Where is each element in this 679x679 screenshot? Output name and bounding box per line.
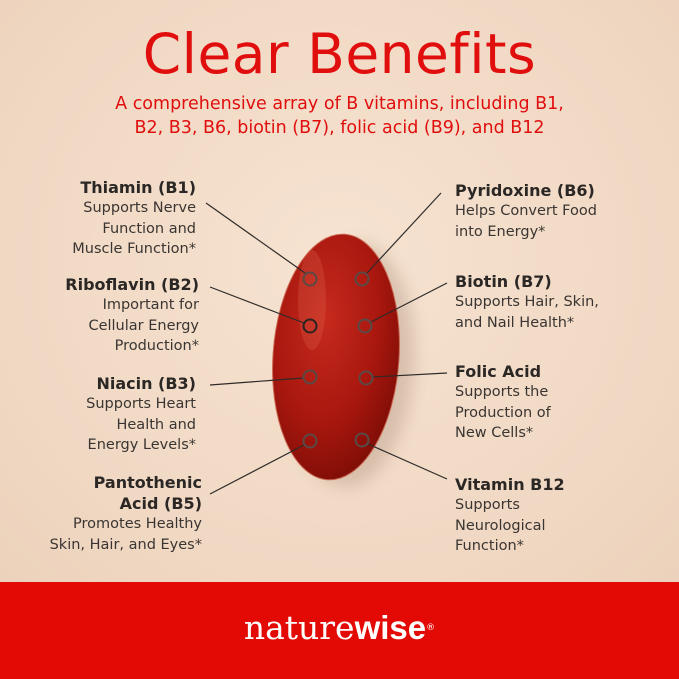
benefit-text: Production* bbox=[114, 338, 199, 354]
benefit-text: Health and bbox=[116, 416, 196, 433]
benefit-niacin: Niacin (B3) Supports Heart Health and En… bbox=[86, 373, 196, 456]
benefit-text: Promotes Healthy bbox=[73, 516, 202, 532]
benefit-text: into Energy* bbox=[455, 223, 546, 240]
page-title: Clear Benefits bbox=[142, 22, 537, 86]
benefit-text: Neurological bbox=[455, 517, 546, 534]
benefit-text: Cellular Energy bbox=[88, 317, 199, 334]
page-subtitle: A comprehensive array of B vitamins, inc… bbox=[0, 92, 679, 140]
benefit-text: Skin, Hair, and Eyes* bbox=[49, 536, 202, 553]
marker-circle bbox=[354, 271, 370, 287]
capsule bbox=[272, 233, 400, 481]
benefit-text: Production of bbox=[455, 404, 551, 421]
line-niacin bbox=[209, 377, 304, 386]
marker-circle bbox=[302, 271, 318, 287]
benefit-name: Folic Acid bbox=[455, 362, 542, 381]
marker-circle bbox=[358, 370, 374, 386]
benefit-text: Muscle Function* bbox=[72, 241, 196, 257]
logo-text-nature: nature bbox=[243, 608, 355, 647]
benefit-text: Supports bbox=[455, 497, 520, 513]
capsule-illustration bbox=[205, 192, 448, 495]
line-folic bbox=[372, 372, 448, 378]
line-b12 bbox=[367, 443, 448, 480]
benefit-name: Acid (B5) bbox=[119, 494, 202, 513]
benefit-text: Supports Hair, Skin, bbox=[455, 294, 599, 310]
benefit-text: Supports Heart bbox=[86, 396, 196, 412]
benefit-name: Pyridoxine (B6) bbox=[455, 181, 595, 200]
benefit-biotin: Biotin (B7) Supports Hair, Skin, and Nai… bbox=[455, 271, 599, 333]
benefit-name: Riboflavin (B2) bbox=[65, 275, 199, 294]
benefit-name: Pantothenic bbox=[93, 473, 202, 492]
benefit-text: Function* bbox=[455, 538, 524, 554]
benefit-text: New Cells* bbox=[455, 425, 534, 441]
benefit-text: and Nail Health* bbox=[455, 314, 575, 331]
benefit-name: Vitamin B12 bbox=[455, 475, 565, 494]
benefit-pantothenic-acid: Pantothenic Acid (B5) Promotes Healthy S… bbox=[50, 472, 202, 555]
naturewise-logo: naturewise® bbox=[0, 608, 679, 648]
benefit-text: Supports Nerve bbox=[83, 200, 196, 216]
benefit-name: Thiamin (B1) bbox=[80, 178, 196, 197]
marker-circle bbox=[302, 318, 318, 334]
benefit-vitamin-b12: Vitamin B12 Supports Neurological Functi… bbox=[455, 474, 565, 557]
benefit-text: Energy Levels* bbox=[87, 437, 196, 453]
benefit-riboflavin: Riboflavin (B2) Important for Cellular E… bbox=[65, 274, 199, 357]
brand-footer: naturewise® bbox=[0, 582, 679, 679]
benefit-thiamin: Thiamin (B1) Supports Nerve Function and… bbox=[72, 177, 196, 260]
marker-circle bbox=[302, 369, 318, 385]
line-riboflavin bbox=[209, 286, 305, 324]
marker-circles bbox=[302, 271, 374, 449]
benefit-folic-acid: Folic Acid Supports the Production of Ne… bbox=[455, 361, 551, 444]
benefit-name: Niacin (B3) bbox=[96, 374, 196, 393]
capsule-highlight bbox=[298, 250, 326, 350]
line-pantothenic bbox=[209, 444, 305, 495]
benefit-name: Biotin (B7) bbox=[455, 272, 552, 291]
benefit-text: Helps Convert Food bbox=[455, 203, 597, 219]
line-pyridoxine bbox=[366, 192, 442, 274]
marker-circle bbox=[302, 433, 318, 449]
benefit-text: Supports the bbox=[455, 384, 549, 400]
subtitle-line-1: A comprehensive array of B vitamins, inc… bbox=[115, 94, 564, 114]
marker-circle bbox=[354, 432, 370, 448]
line-thiamin bbox=[205, 202, 306, 274]
benefit-pyridoxine: Pyridoxine (B6) Helps Convert Food into … bbox=[455, 180, 597, 242]
marker-circle bbox=[357, 318, 373, 334]
line-biotin bbox=[370, 282, 448, 323]
benefit-text: Important for bbox=[102, 297, 199, 313]
subtitle-line-2: B2, B3, B6, biotin (B7), folic acid (B9)… bbox=[134, 118, 545, 138]
benefit-text: Function and bbox=[102, 220, 196, 237]
logo-text-wise: wise bbox=[354, 609, 427, 646]
leader-lines bbox=[205, 192, 448, 495]
registered-mark: ® bbox=[426, 623, 436, 633]
